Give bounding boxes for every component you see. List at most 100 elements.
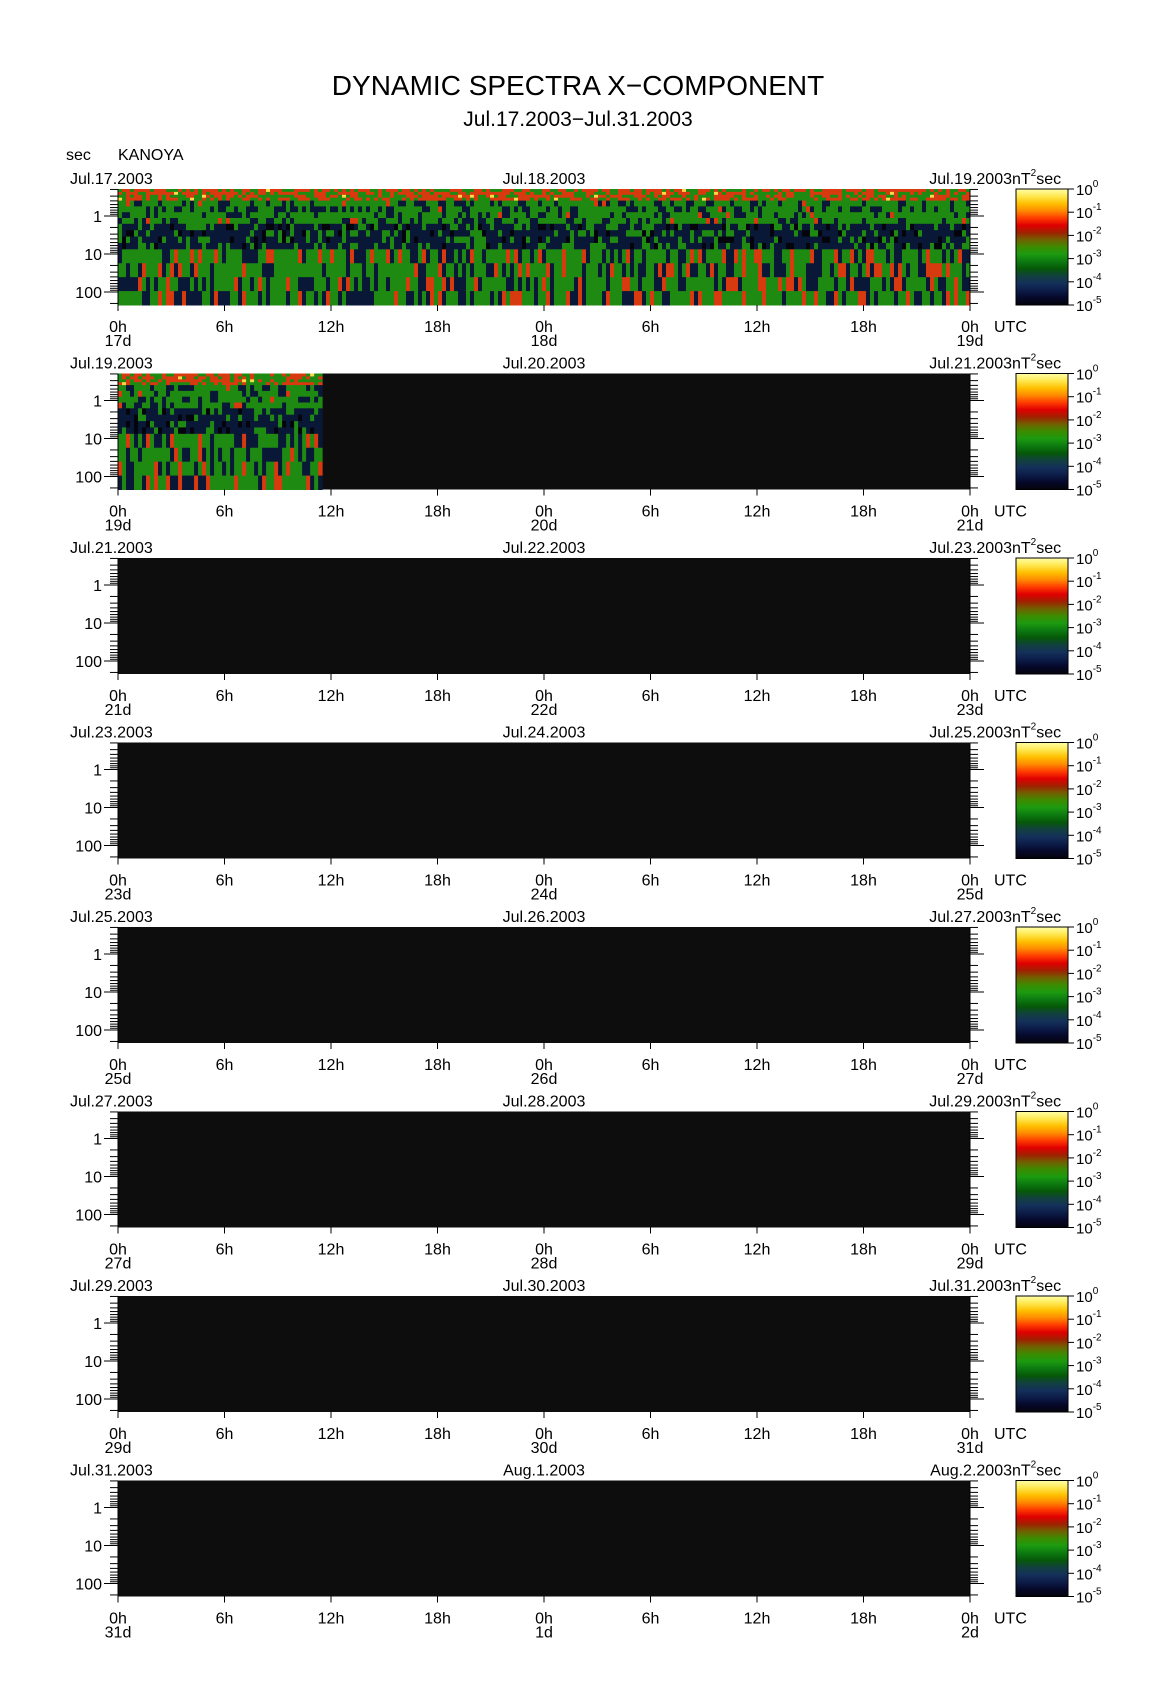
y-tick-label: 10 xyxy=(84,432,102,449)
panel-left-date: Jul.27.2003 xyxy=(70,1094,153,1111)
x-tick-label: 0h xyxy=(535,688,553,705)
x-tick-label: 18h xyxy=(850,1242,877,1259)
x-tick-label: 0h xyxy=(535,504,553,521)
panel-left-date: Jul.23.2003 xyxy=(70,725,153,742)
y-tick-label: 10 xyxy=(84,1170,102,1187)
x-tick-label: 0h xyxy=(961,504,979,521)
utc-label: UTC xyxy=(994,1426,1027,1443)
x-tick-label: 18h xyxy=(424,873,451,890)
panel-plot-area xyxy=(118,927,970,1043)
colorbar-unit-label: nT2sec xyxy=(1012,1460,1061,1480)
x-tick-label: 0h xyxy=(961,1611,979,1628)
colorbar-tick-label: 10-2 xyxy=(1076,1148,1102,1168)
x-tick-label: 18h xyxy=(850,688,877,705)
x-tick-label: 6h xyxy=(216,1426,234,1443)
x-tick-label: 12h xyxy=(744,1611,771,1628)
y-tick-label: 100 xyxy=(75,1577,102,1594)
spectrum-panel: Jul.29.2003 Jul.30.2003 Jul.31.2003 1 10 100 0… xyxy=(70,1275,1102,1457)
colorbar: 100 10-1 10-2 10-3 10-4 10-5 nT2sec xyxy=(1012,1460,1102,1607)
colorbar-tick-label: 10-1 xyxy=(1076,1125,1102,1145)
day-label: 29d xyxy=(957,1256,984,1273)
colorbar-tick-label: 10-3 xyxy=(1076,1171,1102,1191)
spectrum-data xyxy=(118,373,323,490)
x-tick-label: 12h xyxy=(744,1426,771,1443)
panel-right-date: Jul.27.2003 xyxy=(929,909,1012,926)
x-tick-label: 0h xyxy=(961,873,979,890)
spectrum-panel: Jul.19.2003 Jul.20.2003 Jul.21.2003 1 10 100 0… xyxy=(70,353,1102,535)
x-tick-label: 0h xyxy=(535,1057,553,1074)
colorbar-tick-label: 10-4 xyxy=(1076,456,1102,476)
colorbar-tick-label: 10-3 xyxy=(1076,802,1102,822)
x-tick-label: 18h xyxy=(424,504,451,521)
y-tick-label: 1 xyxy=(93,947,102,964)
colorbar-unit-label: nT2sec xyxy=(1012,722,1061,742)
utc-label: UTC xyxy=(994,1611,1027,1628)
spectrum-panel: Jul.21.2003 Jul.22.2003 Jul.23.2003 1 10 100 0… xyxy=(70,537,1102,719)
x-tick-label: 18h xyxy=(850,1611,877,1628)
spectrum-panel: Jul.27.2003 Jul.28.2003 Jul.29.2003 1 10 100 0… xyxy=(70,1091,1102,1273)
x-tick-label: 12h xyxy=(318,1242,345,1259)
x-tick-label: 6h xyxy=(642,319,660,336)
y-tick-label: 100 xyxy=(75,839,102,856)
x-tick-label: 12h xyxy=(318,504,345,521)
colorbar-tick-label: 10-3 xyxy=(1076,1540,1102,1560)
station-label: KANOYA xyxy=(118,147,184,164)
panel-center-date: Jul.30.2003 xyxy=(503,1278,586,1295)
colorbar-tick-label: 10-3 xyxy=(1076,987,1102,1007)
panel-right-date: Jul.31.2003 xyxy=(929,1278,1012,1295)
day-label: 18d xyxy=(531,333,558,350)
y-tick-label: 10 xyxy=(84,247,102,264)
day-label: 31d xyxy=(105,1625,132,1642)
x-tick-label: 12h xyxy=(744,1057,771,1074)
y-tick-label: 10 xyxy=(84,616,102,633)
colorbar-tick-label: 10-1 xyxy=(1076,202,1102,222)
day-label: 2d xyxy=(961,1625,979,1642)
x-tick-label: 6h xyxy=(642,1242,660,1259)
x-tick-label: 12h xyxy=(744,504,771,521)
panel-center-date: Jul.18.2003 xyxy=(503,171,586,188)
x-tick-label: 0h xyxy=(109,1242,127,1259)
y-tick-label: 10 xyxy=(84,1354,102,1371)
day-label: 30d xyxy=(531,1440,558,1457)
x-tick-label: 12h xyxy=(318,1426,345,1443)
utc-label: UTC xyxy=(994,1057,1027,1074)
x-tick-label: 0h xyxy=(109,319,127,336)
y-tick-label: 100 xyxy=(75,654,102,671)
x-tick-label: 6h xyxy=(642,688,660,705)
day-label: 20d xyxy=(531,518,558,535)
colorbar-tick-label: 10-3 xyxy=(1076,1356,1102,1376)
x-tick-label: 18h xyxy=(424,1057,451,1074)
y-tick-label: 100 xyxy=(75,285,102,302)
day-label: 29d xyxy=(105,1440,132,1457)
colorbar: 100 10-1 10-2 10-3 10-4 10-5 nT2sec xyxy=(1012,722,1102,869)
day-label: 23d xyxy=(957,702,984,719)
x-tick-label: 6h xyxy=(642,1426,660,1443)
colorbar-tick-label: 100 xyxy=(1076,917,1099,937)
x-tick-label: 18h xyxy=(424,1426,451,1443)
day-label: 31d xyxy=(957,1440,984,1457)
colorbar-tick-label: 100 xyxy=(1076,1471,1099,1491)
colorbar-tick-label: 10-4 xyxy=(1076,641,1102,661)
x-tick-label: 0h xyxy=(961,1426,979,1443)
colorbar-unit-label: nT2sec xyxy=(1012,537,1061,557)
colorbar: 100 10-1 10-2 10-3 10-4 10-5 nT2sec xyxy=(1012,353,1102,500)
y-tick-label: 1 xyxy=(93,209,102,226)
colorbar-tick-label: 100 xyxy=(1076,733,1099,753)
colorbar-tick-label: 10-4 xyxy=(1076,272,1102,292)
colorbar-tick-label: 10-4 xyxy=(1076,825,1102,845)
x-tick-label: 12h xyxy=(744,319,771,336)
x-tick-label: 12h xyxy=(744,1242,771,1259)
x-tick-label: 6h xyxy=(216,688,234,705)
chart-title: DYNAMIC SPECTRA X−COMPONENT xyxy=(331,70,825,101)
y-tick-label: 100 xyxy=(75,1392,102,1409)
x-tick-label: 0h xyxy=(109,1057,127,1074)
x-tick-label: 0h xyxy=(109,1426,127,1443)
panel-plot-area xyxy=(118,742,970,859)
x-tick-label: 12h xyxy=(744,688,771,705)
colorbar-unit-label: nT2sec xyxy=(1012,1091,1061,1111)
x-tick-label: 6h xyxy=(642,1057,660,1074)
x-tick-label: 18h xyxy=(850,873,877,890)
day-label: 24d xyxy=(531,887,558,904)
day-label: 25d xyxy=(105,1071,132,1088)
panel-left-date: Jul.31.2003 xyxy=(70,1463,153,1480)
